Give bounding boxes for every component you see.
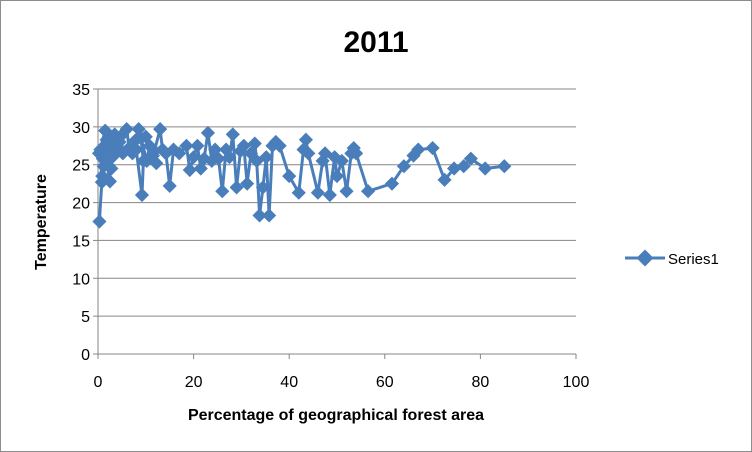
data-point [172,146,187,161]
data-point [298,132,314,147]
x-tick-label: 0 [94,374,103,391]
data-point [186,150,201,165]
data-point [153,122,168,137]
data-point [301,146,316,161]
data-point [339,184,354,199]
data-point [411,142,426,157]
legend: Series1 [625,249,719,268]
chart-title: 2011 [343,26,408,59]
data-point [396,159,411,174]
y-tick-label: 20 [72,196,90,213]
data-point [291,185,306,200]
grid-lines [98,88,576,317]
data-point [255,180,270,195]
data-point [478,161,493,176]
data-point [437,172,452,187]
data-point [149,156,164,171]
data-point [92,214,107,229]
data-point [349,146,364,161]
series-layer [91,122,512,229]
data-point [134,187,150,203]
data-point [200,125,216,140]
data-point [262,208,277,223]
data-point [497,159,512,174]
y-tick-label: 35 [72,82,90,99]
data-point [310,185,325,200]
data-point [463,151,478,166]
data-point [182,162,197,178]
data-point [138,129,153,144]
data-point [222,150,237,165]
data-point [215,184,230,199]
data-point [360,184,376,199]
legend-marker [636,249,654,267]
data-point [129,142,144,157]
data-point [425,140,440,156]
data-point [225,127,240,142]
y-tick-label: 15 [72,233,90,250]
x-tick-label: 80 [472,374,490,391]
y-tick-label: 25 [72,158,90,175]
y-tick-label: 5 [81,309,90,326]
data-point [211,151,226,166]
data-point [329,169,345,184]
data-point [282,169,297,184]
data-point [190,138,205,153]
axes [93,88,577,359]
data-point [162,178,177,193]
y-tick-label: 0 [81,347,90,364]
data-point [236,138,251,153]
x-tick-labels: 0 20 40 60 80 100 [94,374,590,391]
y-tick-labels: 0 5 10 15 20 25 30 35 [72,82,90,364]
x-tick-label: 60 [376,374,394,391]
data-point [456,159,471,174]
legend-label: Series1 [668,251,719,268]
x-axis-label: Percentage of geographical forest area [188,407,484,424]
data-point [384,176,400,191]
data-point [240,176,255,191]
data-point [259,150,274,165]
data-point [179,138,194,153]
y-tick-label: 10 [72,271,90,288]
data-point [252,208,267,223]
y-tick-label: 30 [72,120,90,137]
data-point [334,153,349,168]
x-tick-label: 40 [280,374,298,391]
data-point [447,161,462,176]
data-point [229,180,244,195]
data-point [272,138,287,153]
data-point [322,187,337,203]
data-point [247,136,262,151]
x-tick-label: 100 [563,374,590,391]
x-tick-label: 20 [185,374,203,391]
y-axis-label: Temperature [33,174,50,270]
